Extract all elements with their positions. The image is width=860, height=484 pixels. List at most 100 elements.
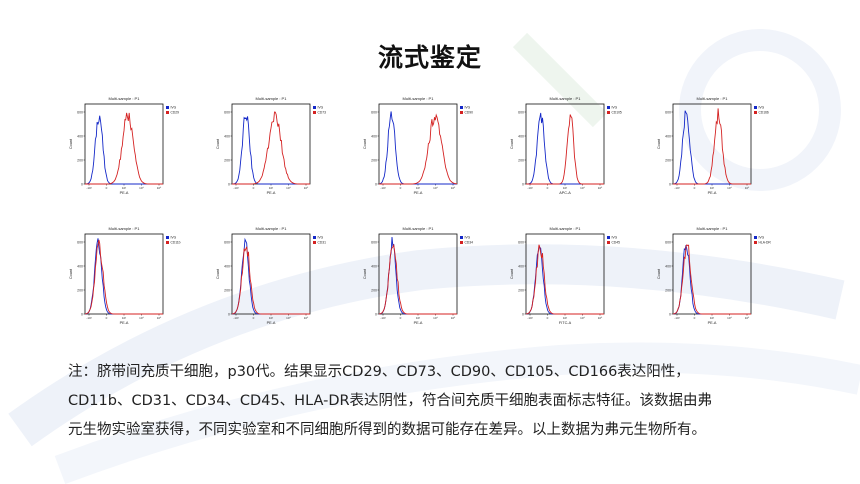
series-isotype-curve (378, 111, 457, 185)
y-axis-label: Count (216, 138, 220, 149)
x-tick-label: 10³ (710, 316, 714, 320)
x-tick-label: 10⁵ (745, 316, 750, 320)
x-tick-label: 10⁵ (304, 316, 309, 320)
series-marker-curve (84, 239, 163, 315)
legend-label: CD166 (759, 111, 769, 115)
plot-title: Multi-sample : P1 (550, 96, 582, 101)
y-tick-label: 600 (224, 110, 230, 114)
legend-swatch (313, 111, 316, 114)
y-axis-label: Count (363, 138, 367, 149)
series-marker-curve (85, 112, 163, 185)
y-tick-label: 600 (371, 110, 377, 114)
legend-label: IVG (171, 106, 177, 110)
plot-title: Multi-sample : P1 (403, 96, 435, 101)
x-tick-label: 10⁵ (598, 186, 603, 190)
plot-title: Multi-sample : P1 (550, 226, 582, 231)
legend-label: IVG (465, 236, 471, 240)
x-tick-label: -10³ (674, 186, 679, 190)
series-marker-curve (379, 113, 457, 185)
x-axis-label: PE-A (708, 321, 717, 325)
x-tick-label: 0 (547, 186, 549, 190)
y-tick-label: 200 (371, 158, 377, 162)
plot-frame (525, 233, 605, 315)
histogram-panel-cd166: Multi-sample : P1 600 400 200 0 Count -10³ 0 10³… (653, 92, 773, 197)
legend-label: CD90 (465, 111, 474, 115)
plot-title: Multi-sample : P1 (697, 226, 729, 231)
caption-line-2: CD11b、CD31、CD34、CD45、HLA-DR表达阴性，符合间充质干细胞… (68, 393, 713, 409)
plot-frame (672, 233, 752, 315)
x-tick-label: 10⁴ (433, 186, 438, 190)
y-tick-label: 0 (81, 312, 83, 316)
x-tick-label: 10³ (416, 186, 420, 190)
y-axis-label: Count (657, 138, 661, 149)
y-tick-label: 600 (77, 110, 83, 114)
page-title: 流式鉴定 (377, 43, 482, 72)
legend-label: CD29 (171, 111, 180, 115)
legend-swatch (460, 236, 463, 239)
y-axis-label: Count (363, 268, 367, 279)
legend-label: IVG (759, 236, 765, 240)
y-tick-label: 0 (669, 182, 671, 186)
x-tick-label: 10⁴ (727, 316, 732, 320)
legend-swatch (166, 236, 169, 239)
x-tick-label: 10⁵ (451, 316, 456, 320)
y-tick-label: 400 (371, 134, 377, 138)
y-tick-label: 200 (77, 288, 83, 292)
y-tick-label: 0 (375, 182, 377, 186)
series-isotype-curve (673, 245, 751, 315)
plot-title: Multi-sample : P1 (256, 226, 288, 231)
y-tick-label: 400 (224, 134, 230, 138)
histogram-panel-cd105: Multi-sample : P1 600 400 200 0 Count -10³ 0 10³… (506, 92, 626, 197)
histogram-panel-cd73: Multi-sample : P1 600 400 200 0 Count -10³ 0 10³… (212, 92, 332, 197)
legend-label: CD11b (171, 241, 181, 245)
y-tick-label: 200 (518, 288, 524, 292)
legend-swatch (166, 241, 169, 244)
legend-swatch (607, 241, 610, 244)
legend-label: IVG (465, 106, 471, 110)
y-axis-label: Count (657, 268, 661, 279)
series-marker-curve (673, 108, 751, 185)
y-tick-label: 400 (518, 134, 524, 138)
x-tick-label: 10⁵ (745, 186, 750, 190)
legend-label: CD73 (318, 111, 327, 115)
x-tick-label: 10³ (122, 316, 126, 320)
legend-swatch (313, 236, 316, 239)
legend-swatch (607, 111, 610, 114)
y-axis-label: Count (69, 138, 73, 149)
x-tick-label: 10⁵ (451, 186, 456, 190)
x-tick-label: 10³ (269, 316, 273, 320)
y-tick-label: 200 (665, 288, 671, 292)
x-tick-label: -10³ (233, 316, 238, 320)
x-tick-label: 0 (400, 316, 402, 320)
x-tick-label: -10³ (527, 186, 532, 190)
plot-frame (231, 103, 311, 185)
series-marker-curve (526, 114, 604, 185)
histogram-panel-cd29: Multi-sample : P1 600 400 200 0 Count -10³ 0 10³… (65, 92, 185, 197)
y-tick-label: 600 (224, 240, 230, 244)
x-tick-label: 0 (694, 186, 696, 190)
caption-line-1: 注：脐带间充质干细胞，p30代。结果显示CD29、CD73、CD90、CD105… (68, 364, 690, 380)
legend-swatch (754, 111, 757, 114)
y-tick-label: 0 (228, 182, 230, 186)
legend-label: IVG (759, 106, 765, 110)
series-marker-curve (378, 243, 457, 315)
x-axis-label: PE-A (120, 321, 129, 325)
x-tick-label: 10³ (563, 186, 567, 190)
y-tick-label: 200 (224, 158, 230, 162)
x-tick-label: 10³ (563, 316, 567, 320)
x-tick-label: 0 (253, 316, 255, 320)
x-tick-label: 10⁵ (157, 186, 162, 190)
x-tick-label: 10⁴ (580, 186, 585, 190)
legend-swatch (460, 106, 463, 109)
x-tick-label: -10³ (527, 316, 532, 320)
plot-title: Multi-sample : P1 (109, 226, 141, 231)
x-tick-label: -10³ (674, 316, 679, 320)
series-isotype-curve (526, 112, 604, 185)
x-tick-label: -10³ (86, 186, 91, 190)
legend-swatch (166, 106, 169, 109)
legend-label: IVG (171, 236, 177, 240)
